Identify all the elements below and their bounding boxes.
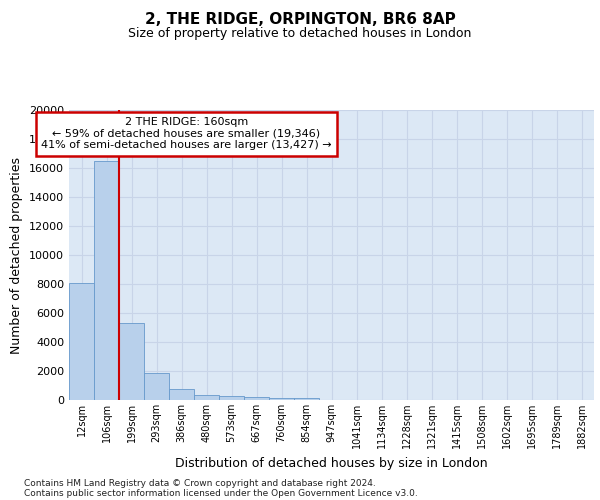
Text: Contains public sector information licensed under the Open Government Licence v3: Contains public sector information licen…	[24, 488, 418, 498]
Bar	[194, 395, 219, 400]
Text: 2 THE RIDGE: 160sqm
← 59% of detached houses are smaller (19,346)
41% of semi-de: 2 THE RIDGE: 160sqm ← 59% of detached ho…	[41, 117, 332, 150]
Bar	[144, 373, 169, 400]
Bar	[244, 396, 269, 400]
Text: 2, THE RIDGE, ORPINGTON, BR6 8AP: 2, THE RIDGE, ORPINGTON, BR6 8AP	[145, 12, 455, 28]
Bar	[69, 282, 94, 400]
Bar	[119, 323, 144, 400]
Text: Contains HM Land Registry data © Crown copyright and database right 2024.: Contains HM Land Registry data © Crown c…	[24, 478, 376, 488]
Bar	[94, 161, 119, 400]
Bar	[169, 389, 194, 400]
Bar	[294, 398, 319, 400]
X-axis label: Distribution of detached houses by size in London: Distribution of detached houses by size …	[175, 456, 488, 469]
Text: Size of property relative to detached houses in London: Size of property relative to detached ho…	[128, 28, 472, 40]
Bar	[219, 396, 244, 400]
Y-axis label: Number of detached properties: Number of detached properties	[10, 156, 23, 354]
Bar	[269, 398, 294, 400]
